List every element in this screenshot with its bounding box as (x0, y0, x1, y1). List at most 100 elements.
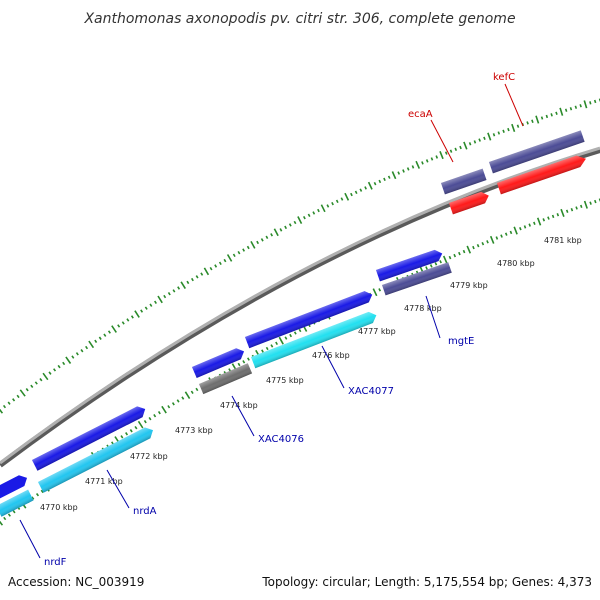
gene-XAC4076-blue[interactable] (192, 346, 246, 379)
minor-tick (25, 388, 29, 392)
minor-tick (120, 435, 124, 439)
minor-tick (459, 145, 462, 150)
minor-tick (242, 360, 246, 364)
minor-tick (331, 201, 334, 206)
minor-tick (31, 496, 35, 500)
minor-tick (126, 318, 130, 322)
minor-tick (130, 315, 134, 319)
gene-XAC4077-blue[interactable] (245, 289, 374, 349)
gene-label-ecaA[interactable]: ecaA (408, 109, 433, 120)
minor-tick (350, 192, 353, 197)
minor-tick (564, 108, 568, 112)
minor-tick (500, 234, 503, 238)
gene-label-kefC[interactable]: kefC (493, 72, 515, 83)
minor-tick (143, 419, 147, 424)
minor-tick (270, 344, 274, 348)
minor-tick (565, 209, 569, 213)
minor-tick (279, 228, 283, 232)
kbp-label: 4781 kbp (544, 236, 582, 245)
gene-label-nrdA[interactable]: nrdA (133, 506, 157, 517)
minor-tick (575, 206, 578, 210)
gene-XAC4077-cyan[interactable] (251, 310, 379, 369)
minor-tick (223, 258, 227, 263)
minor-tick (302, 216, 306, 220)
minor-tick (177, 286, 181, 290)
gene-ecaA-red[interactable] (449, 190, 491, 215)
gene-nrdA-blue[interactable] (32, 404, 148, 471)
minor-tick (140, 309, 144, 313)
minor-tick (121, 321, 125, 325)
minor-tick (12, 509, 16, 514)
major-tick (536, 217, 542, 226)
gene-XAC4076-gray[interactable] (199, 363, 253, 395)
minor-tick (289, 333, 293, 338)
major-tick (65, 356, 72, 364)
minor-tick (154, 300, 157, 305)
gene-kefC-red[interactable] (497, 153, 588, 195)
minor-tick (57, 364, 61, 369)
minor-tick (3, 516, 7, 521)
gene-nrdF-sky[interactable] (0, 489, 34, 517)
minor-tick (580, 204, 583, 209)
kbp-label: 4770 kbp (40, 503, 78, 512)
minor-tick (71, 355, 75, 359)
minor-tick (163, 294, 167, 299)
gene-features (0, 130, 588, 517)
gene-nrdA-sky[interactable] (38, 425, 156, 493)
minor-tick (589, 201, 592, 205)
gene-label-mgtE[interactable]: mgtE (448, 336, 474, 347)
minor-tick (200, 272, 204, 276)
minor-tick (167, 405, 171, 409)
gene-label-XAC4076[interactable]: XAC4076 (258, 434, 304, 445)
minor-tick (98, 336, 102, 340)
ecaA-leader (430, 119, 454, 163)
major-tick (111, 325, 117, 333)
nrdF-leader (19, 519, 41, 559)
minor-tick (34, 381, 38, 385)
gene-label-nrdF[interactable]: nrdF (44, 557, 67, 568)
minor-tick (242, 248, 246, 252)
minor-tick (378, 288, 382, 292)
minor-tick (478, 138, 481, 142)
minor-tick (593, 99, 597, 104)
minor-tick (117, 324, 121, 328)
minor-tick (326, 204, 330, 208)
minor-tick (176, 399, 180, 403)
minor-tick (30, 384, 34, 388)
minor-tick (378, 179, 382, 184)
major-tick (88, 340, 95, 349)
minor-tick (429, 264, 433, 268)
major-tick (161, 405, 167, 414)
minor-tick (172, 289, 176, 293)
minor-tick (2, 404, 7, 409)
kbp-label: 4779 kbp (450, 281, 488, 290)
minor-tick (528, 223, 531, 227)
gene-mgtE-purple[interactable] (382, 262, 452, 296)
minor-tick (35, 493, 40, 497)
gene-mgtE-blue[interactable] (376, 248, 444, 282)
minor-tick (444, 151, 448, 155)
gene-label-XAC4077[interactable]: XAC4077 (348, 386, 394, 397)
minor-tick (16, 394, 20, 399)
minor-tick (555, 111, 558, 115)
major-tick (157, 295, 163, 304)
minor-tick (449, 149, 453, 153)
gene-ecaA-forward[interactable] (441, 168, 487, 195)
minor-tick (502, 129, 505, 133)
minor-tick (468, 142, 472, 146)
minor-tick (256, 240, 260, 245)
major-tick (511, 123, 516, 132)
minor-tick (12, 398, 16, 402)
minor-tick (397, 171, 401, 175)
minor-tick (80, 349, 84, 353)
major-tick (487, 132, 492, 141)
gene-nrdF-blue[interactable] (0, 473, 30, 499)
genome-summary: Topology: circular; Length: 5,175,554 bp… (261, 575, 592, 589)
major-tick (203, 267, 210, 276)
major-tick (250, 241, 256, 249)
gene-callouts: kefC ecaA mgtE XAC4077 XAC4076 nrdA nrdF (19, 72, 524, 568)
backbone-line (0, 146, 600, 465)
gene-kefC-forward[interactable] (488, 130, 585, 174)
minor-tick (195, 387, 199, 392)
